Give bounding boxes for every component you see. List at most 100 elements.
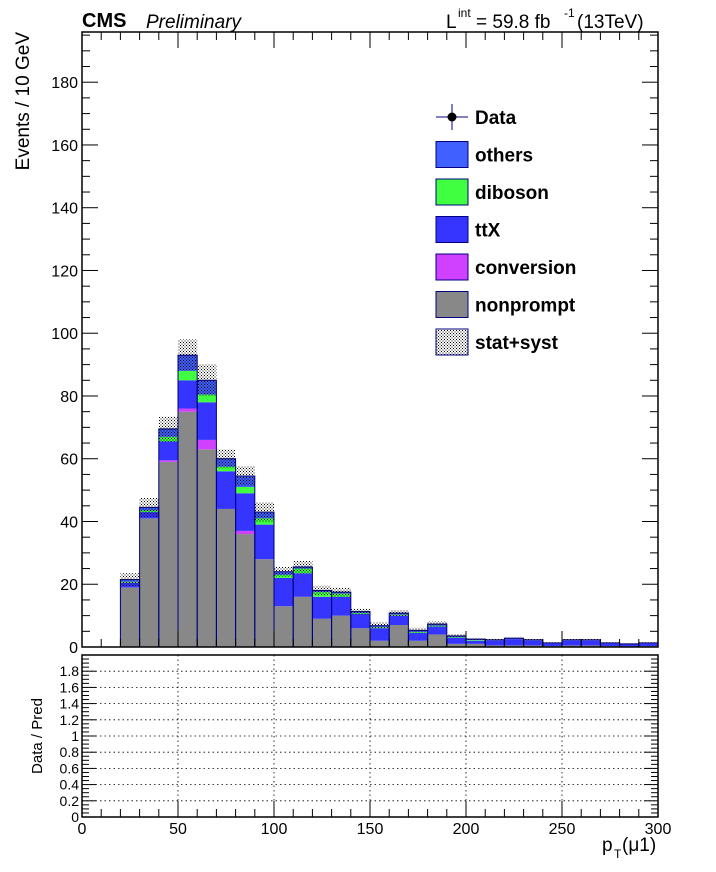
legend-swatch: [435, 178, 469, 206]
bar-diboson-3: [178, 370, 198, 381]
legend-entry-nonprompt: nonprompt: [435, 291, 576, 318]
unc-band-24: [581, 638, 601, 641]
unc-band-13: [370, 622, 390, 629]
y-tick-label: 120: [51, 263, 78, 280]
bar-ttX-18: [466, 640, 486, 644]
unc-band-4: [197, 364, 217, 396]
bar-diboson-4: [197, 394, 217, 403]
ratio-y-tick-label: 1.6: [60, 679, 80, 695]
x-tick-label: 250: [549, 821, 576, 838]
unc-band-8: [274, 566, 294, 577]
unc-band-18: [466, 638, 486, 641]
unc-band-20: [504, 637, 524, 640]
ratio-frame: [81, 654, 659, 818]
stacked-bars: [119, 354, 659, 648]
bar-nonprompt-13: [370, 640, 390, 647]
bar-ttX-11: [331, 596, 351, 616]
ratio-y-tick-label: 0.2: [60, 793, 80, 809]
bar-nonprompt-16: [427, 634, 447, 647]
unc-band-6: [235, 466, 255, 486]
ratio-y-tick-label: 1.4: [60, 696, 80, 712]
unc-band-3: [178, 339, 198, 371]
bar-ttX-6: [235, 493, 255, 531]
lumi-base: L: [446, 12, 457, 33]
bar-ttX-3: [178, 380, 198, 409]
bar-ttX-12: [350, 614, 370, 629]
bar-nonprompt-21: [523, 645, 543, 647]
ratio-y-tick-label: 0.8: [60, 744, 80, 760]
unc-band-11: [331, 587, 351, 597]
bar-nonprompt-19: [485, 645, 505, 647]
unc-band-19: [485, 638, 505, 641]
legend-label: ttX: [475, 221, 501, 242]
bar-nonprompt-23: [562, 645, 582, 647]
y-tick-label: 100: [51, 326, 78, 343]
bar-ttX-10: [312, 596, 332, 619]
bar-conversion-4: [197, 439, 217, 450]
bar-ttX-22: [542, 643, 562, 647]
y-tick-label: 140: [51, 201, 78, 218]
y-tick-label: 0: [69, 640, 78, 657]
x-axis-label: p T (μ1): [602, 835, 656, 861]
x-axis-label-rest: (μ1): [622, 835, 656, 856]
bar-ttX-20: [504, 639, 524, 646]
x-tick-label: 300: [645, 821, 672, 838]
bar-ttX-7: [254, 524, 274, 560]
main-y-axis: 0 20 40 60 80 100 120 140 160 180: [51, 34, 658, 657]
bar-nonprompt-24: [581, 645, 601, 647]
bar-nonprompt-10: [312, 618, 332, 647]
bar-nonprompt-2: [158, 461, 178, 647]
bar-conversion-2: [158, 460, 178, 462]
legend-entry-diboson: diboson: [435, 178, 549, 206]
y-tick-label: 80: [60, 389, 78, 406]
legend-label: nonprompt: [475, 296, 576, 317]
ratio-x-axis: 0 50 100 150 200 250 300: [78, 801, 672, 838]
unc-band-2: [158, 416, 178, 442]
bar-nonprompt-4: [197, 449, 217, 647]
bar-ttX-25: [600, 643, 620, 647]
legend-swatch: [435, 253, 469, 281]
bar-nonprompt-11: [331, 615, 351, 647]
legend-marker-dot: [447, 112, 457, 122]
bar-ttX-2: [158, 441, 178, 461]
y-tick-label: 20: [60, 577, 78, 594]
unc-band-22: [542, 642, 562, 644]
unc-band-26: [619, 643, 639, 645]
bar-nonprompt-8: [274, 606, 294, 647]
x-tick-label: 0: [78, 821, 87, 838]
bar-ttX-23: [562, 640, 582, 646]
lumi-value: = 59.8 fb: [476, 12, 550, 33]
x-axis-label-main: p: [602, 835, 613, 856]
lumi-exp: -1: [564, 6, 575, 20]
bar-conversion-3: [178, 408, 198, 412]
ratio-grid: [82, 655, 658, 817]
x-tick-label: 150: [357, 821, 384, 838]
bar-diboson-5: [216, 466, 236, 472]
legend-label: Data: [475, 108, 517, 129]
bar-diboson-18: [466, 640, 486, 641]
bar-ttX-9: [293, 573, 313, 597]
x-tick-label: 200: [453, 821, 480, 838]
legend-entry-data: Data: [436, 104, 517, 130]
lumi-energy: (13TeV): [577, 12, 644, 33]
unc-band-21: [523, 638, 543, 641]
bar-nonprompt-20: [504, 645, 524, 647]
ratio-y-tick-label: 0.6: [60, 760, 80, 776]
unc-band-15: [408, 627, 428, 633]
x-tick-label: 100: [261, 821, 288, 838]
unc-band-10: [312, 585, 332, 596]
unc-band-27: [638, 642, 658, 644]
luminosity-label: L int = 59.8 fb -1 (13TeV): [446, 6, 644, 33]
ratio-y-tick-label: 1: [71, 728, 79, 744]
unc-band-1: [139, 497, 159, 517]
legend-entry-conversion: conversion: [435, 253, 576, 281]
legend-label: diboson: [475, 183, 549, 204]
x-axis-label-sub: T: [614, 847, 622, 861]
bar-ttX-4: [197, 402, 217, 440]
bar-nonprompt-5: [216, 508, 236, 647]
bar-ttX-15: [408, 632, 428, 641]
unc-band-7: [254, 502, 274, 522]
bar-nonprompt-0: [120, 587, 140, 647]
main-frame: [81, 31, 659, 648]
